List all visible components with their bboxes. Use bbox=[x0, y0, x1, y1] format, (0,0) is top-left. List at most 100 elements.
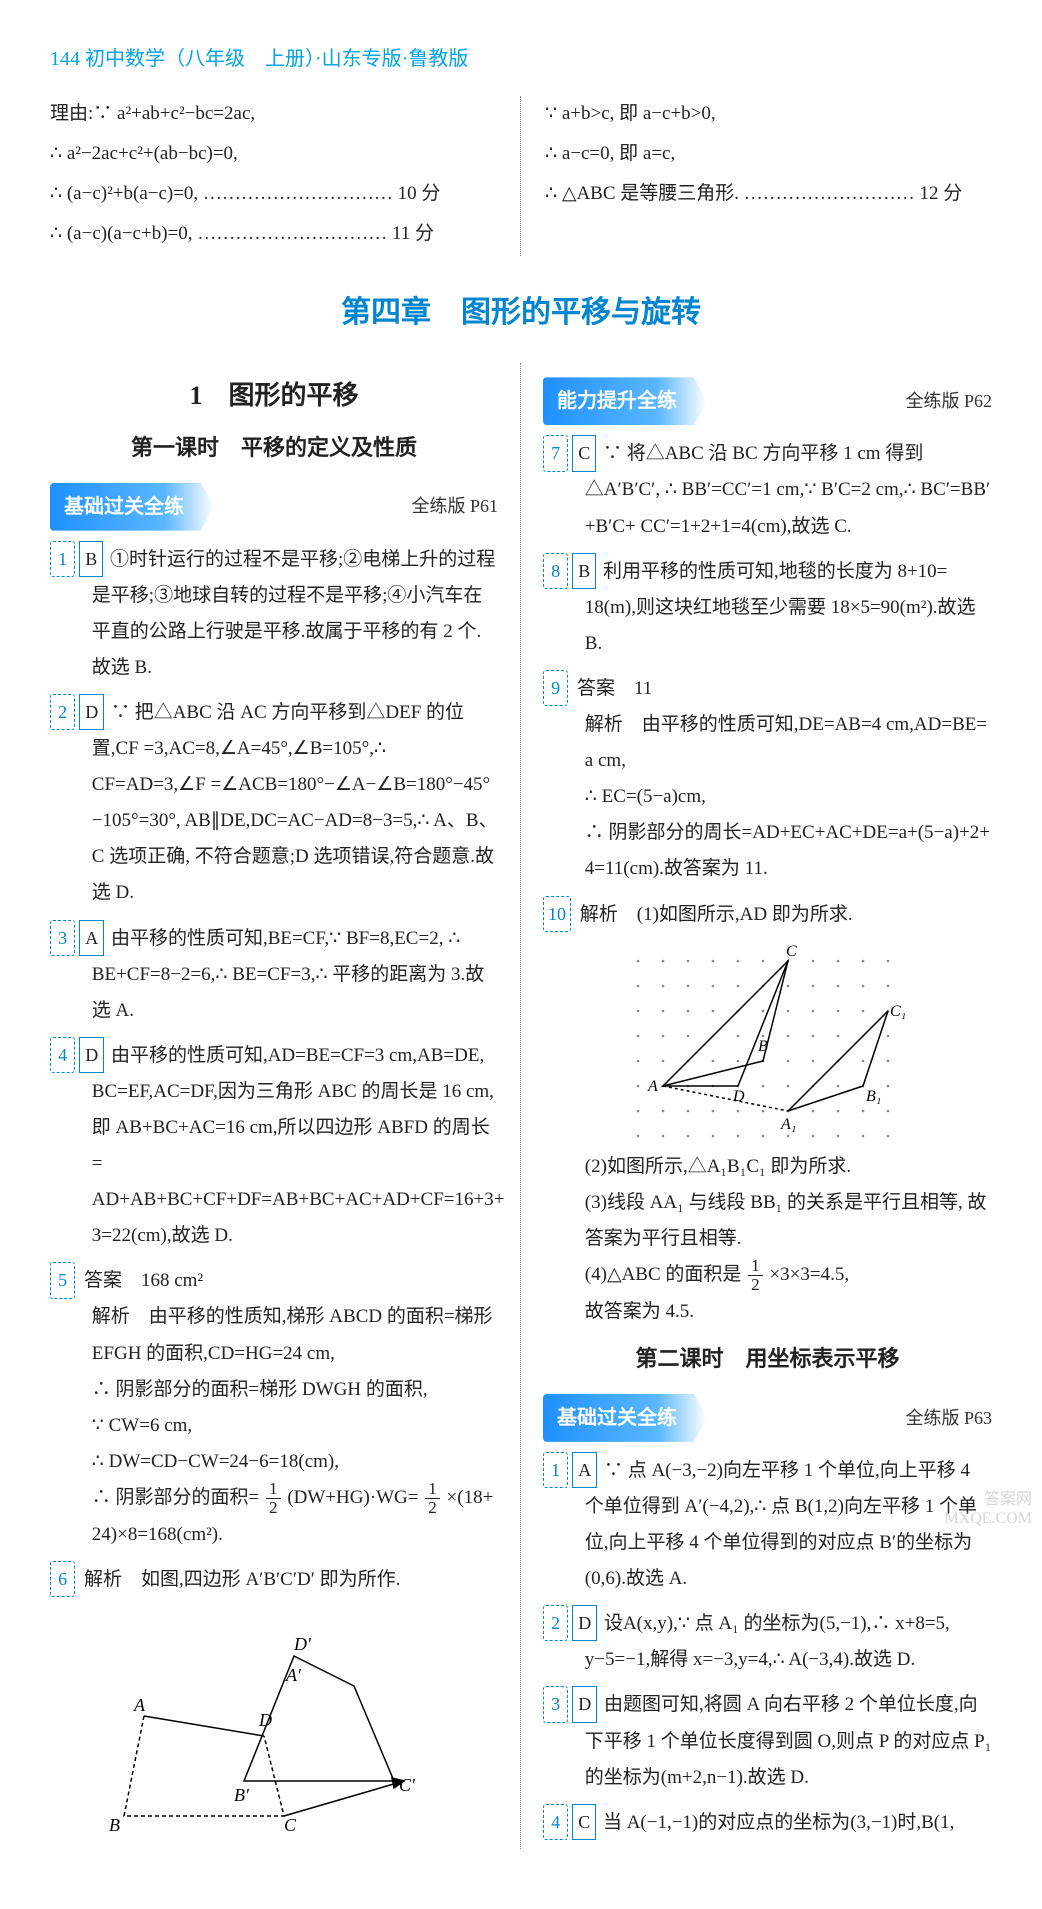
question-6: 6 解析 如图,四边形 A′B′C′D′ 即为所作. bbox=[50, 1561, 498, 1598]
solution-line: (4)△ABC 的面积是 12 ×3×3=4.5, bbox=[585, 1257, 992, 1294]
question-number: 3 bbox=[543, 1686, 568, 1722]
question-s2: 2D 设A(x,y),∵ 点 A₁ 的坐标为(5,−1),∴ x+8=5, y−… bbox=[543, 1605, 992, 1678]
question-text: 由平移的性质可知,AD=BE=CF=3 cm,AB=DE, BC=EF,AC=D… bbox=[92, 1045, 505, 1246]
svg-text:B: B bbox=[109, 1815, 120, 1835]
figure-dot-grid: A C B D A₁ C₁ B₁ bbox=[618, 941, 918, 1141]
question-text: ∵ 把△ABC 沿 AC 方向平移到△DEF 的位置,CF =3,AC=8,∠A… bbox=[92, 702, 498, 903]
question-s4: 4C 当 A(−1,−1)的对应点的坐标为(3,−1)时,B(1, bbox=[543, 1804, 992, 1841]
solution-line: ∵ CW=6 cm, bbox=[92, 1408, 498, 1444]
text-fragment: (4)△ABC 的面积是 bbox=[585, 1264, 742, 1285]
top-proof-right: ∵ a+b>c, 即 a−c+b>0, ∴ a−c=0, 即 a=c, ∴ △A… bbox=[521, 96, 992, 256]
solution-line: (3)线段 AA₁ 与线段 BB₁ 的关系是平行且相等, 故答案为平行且相等. bbox=[585, 1185, 992, 1257]
question-3: 3A 由平移的性质可知,BE=CF,∵ BF=8,EC=2, ∴ BE+CF=8… bbox=[50, 920, 498, 1029]
answer-box: C bbox=[572, 1804, 596, 1840]
question-2: 2D ∵ 把△ABC 沿 AC 方向平移到△DEF 的位置,CF =3,AC=8… bbox=[50, 694, 498, 912]
banner-basic-2: 基础过关全练 bbox=[543, 1394, 707, 1442]
banner-ref: 全练版 P62 bbox=[905, 384, 992, 418]
section-title: 1 图形的平移 bbox=[50, 371, 498, 420]
question-number: 7 bbox=[543, 435, 568, 471]
question-10-cont: (2)如图所示,△A₁B₁C₁ 即为所求. (3)线段 AA₁ 与线段 BB₁ … bbox=[543, 1149, 992, 1330]
question-1: 1B ①时针运行的过程不是平移;②电梯上升的过程是平移;③地球自转的过程不是平移… bbox=[50, 541, 498, 686]
banner-basic: 基础过关全练 bbox=[50, 483, 214, 531]
question-9: 9 答案 11 解析 由平移的性质可知,DE=AB=4 cm,AD=BE= a … bbox=[543, 670, 992, 888]
page-header: 144 初中数学（八年级 上册）·山东专版·鲁教版 bbox=[50, 40, 992, 78]
solution-line: 24)×8=168(cm²). bbox=[92, 1517, 498, 1553]
svg-text:C: C bbox=[284, 1815, 297, 1835]
svg-text:A: A bbox=[133, 1695, 146, 1715]
answer-box: D bbox=[572, 1605, 597, 1641]
proof-line: ∴ △ABC 是等腰三角形. ……………………… 12 分 bbox=[545, 176, 992, 212]
proof-line: ∴ (a−c)(a−c+b)=0, ………………………… 11 分 bbox=[50, 216, 496, 252]
chapter-title: 第四章 图形的平移与旋转 bbox=[50, 284, 992, 341]
top-proof-block: 理由:∵ a²+ab+c²−bc=2ac, ∴ a²−2ac+c²+(ab−bc… bbox=[50, 96, 992, 256]
answer-box: C bbox=[572, 435, 596, 471]
question-number: 4 bbox=[543, 1804, 568, 1840]
question-text: ∵ 点 A(−3,−2)向左平移 1 个单位,向上平移 4 个单位得到 A′(−… bbox=[585, 1460, 977, 1589]
svg-text:A′: A′ bbox=[285, 1665, 302, 1685]
figure-parallelogram: A B C D D′ A′ B′ C′ bbox=[94, 1606, 454, 1836]
svg-text:D′: D′ bbox=[293, 1634, 312, 1654]
solution-line: ∴ DW=CD−CW=24−6=18(cm), bbox=[92, 1444, 498, 1480]
banner-ref: 全练版 P63 bbox=[905, 1401, 992, 1435]
question-number: 1 bbox=[50, 541, 75, 577]
question-number: 9 bbox=[543, 670, 568, 706]
svg-text:D: D bbox=[258, 1710, 272, 1730]
question-text: 由平移的性质可知,BE=CF,∵ BF=8,EC=2, ∴ BE+CF=8−2=… bbox=[92, 928, 485, 1021]
answer-head: 答案 168 cm² bbox=[84, 1270, 203, 1291]
answer-box: D bbox=[79, 694, 104, 730]
question-10: 10 解析 (1)如图所示,AD 即为所求. bbox=[543, 896, 992, 933]
solution-head: 解析 (1)如图所示,AD 即为所求. bbox=[580, 904, 853, 925]
question-number: 10 bbox=[543, 896, 571, 932]
text-fragment: ×3×3=4.5, bbox=[769, 1264, 849, 1285]
top-proof-left: 理由:∵ a²+ab+c²−bc=2ac, ∴ a²−2ac+c²+(ab−bc… bbox=[50, 96, 521, 256]
proof-line: ∵ a+b>c, 即 a−c+b>0, bbox=[545, 96, 992, 132]
question-text: 当 A(−1,−1)的对应点的坐标为(3,−1)时,B(1, bbox=[603, 1812, 954, 1833]
answer-box: B bbox=[79, 541, 103, 577]
banner-ref: 全练版 P61 bbox=[411, 489, 498, 523]
watermark-line: 答案网 bbox=[944, 1490, 1032, 1509]
question-number: 5 bbox=[50, 1262, 75, 1298]
question-number: 8 bbox=[543, 553, 568, 589]
fraction: 12 bbox=[748, 1257, 763, 1294]
answer-box: D bbox=[79, 1037, 104, 1073]
answer-box: B bbox=[572, 553, 596, 589]
main-columns: 1 图形的平移 第一课时 平移的定义及性质 基础过关全练 全练版 P61 1B … bbox=[50, 363, 992, 1848]
question-7: 7C ∵ 将△ABC 沿 BC 方向平移 1 cm 得到△A′B′C′, ∴ B… bbox=[543, 435, 992, 544]
question-text: 解析 如图,四边形 A′B′C′D′ 即为所作. bbox=[84, 1569, 400, 1590]
solution-line: (2)如图所示,△A₁B₁C₁ 即为所求. bbox=[585, 1149, 992, 1185]
question-s3: 3D 由题图可知,将圆 A 向右平移 2 个单位长度,向下平移 1 个单位长度得… bbox=[543, 1686, 992, 1795]
right-column: 能力提升全练 全练版 P62 7C ∵ 将△ABC 沿 BC 方向平移 1 cm… bbox=[521, 363, 992, 1848]
solution-line: 解析 由平移的性质知,梯形 ABCD 的面积=梯形 EFGH 的面积,CD=HG… bbox=[92, 1299, 498, 1371]
text-fragment: ×(18+ bbox=[447, 1487, 494, 1508]
question-text: 由题图可知,将圆 A 向右平移 2 个单位长度,向下平移 1 个单位长度得到圆 … bbox=[585, 1694, 992, 1787]
solution-line: 解析 由平移的性质可知,DE=AB=4 cm,AD=BE= a cm, bbox=[585, 707, 992, 779]
question-s1: 1A ∵ 点 A(−3,−2)向左平移 1 个单位,向上平移 4 个单位得到 A… bbox=[543, 1452, 992, 1597]
solution-line: ∴ 阴影部分的周长=AD+EC+AC+DE=a+(5−a)+2+ 4=11(cm… bbox=[585, 815, 992, 887]
watermark: 答案网 MXQE.COM bbox=[944, 1490, 1032, 1528]
proof-line: ∴ a−c=0, 即 a=c, bbox=[545, 136, 992, 172]
question-number: 3 bbox=[50, 920, 75, 956]
solution-line: ∴ 阴影部分的面积=梯形 DWGH 的面积, bbox=[92, 1372, 498, 1408]
lesson-title-2: 第二课时 用坐标表示平移 bbox=[543, 1338, 992, 1380]
question-5: 5 答案 168 cm² 解析 由平移的性质知,梯形 ABCD 的面积=梯形 E… bbox=[50, 1262, 498, 1553]
proof-line: 理由:∵ a²+ab+c²−bc=2ac, bbox=[50, 96, 496, 132]
svg-text:C₁: C₁ bbox=[890, 1003, 906, 1020]
svg-text:B: B bbox=[758, 1038, 768, 1055]
question-4: 4D 由平移的性质可知,AD=BE=CF=3 cm,AB=DE, BC=EF,A… bbox=[50, 1037, 498, 1255]
svg-text:B₁: B₁ bbox=[866, 1088, 881, 1105]
question-number: 2 bbox=[50, 694, 75, 730]
question-8: 8B 利用平移的性质可知,地毯的长度为 8+10= 18(m),则这块红地毯至少… bbox=[543, 553, 992, 662]
question-text: 设A(x,y),∵ 点 A₁ 的坐标为(5,−1),∴ x+8=5, y−5=−… bbox=[585, 1613, 950, 1670]
banner-row: 基础过关全练 全练版 P63 bbox=[543, 1394, 992, 1442]
text-fragment: ∴ 阴影部分的面积= bbox=[92, 1487, 259, 1508]
solution-line: ∴ 阴影部分的面积= 12 (DW+HG)·WG= 12 ×(18+ bbox=[92, 1480, 498, 1517]
question-text: ∵ 将△ABC 沿 BC 方向平移 1 cm 得到△A′B′C′, ∴ BB′=… bbox=[585, 443, 990, 536]
left-column: 1 图形的平移 第一课时 平移的定义及性质 基础过关全练 全练版 P61 1B … bbox=[50, 363, 521, 1848]
text-fragment: (DW+HG)·WG= bbox=[287, 1487, 418, 1508]
svg-text:B′: B′ bbox=[234, 1785, 250, 1805]
banner-ability: 能力提升全练 bbox=[543, 377, 707, 425]
svg-text:C: C bbox=[786, 943, 797, 960]
solution-line: 故答案为 4.5. bbox=[585, 1294, 992, 1330]
answer-head: 答案 11 bbox=[577, 678, 652, 699]
watermark-line: MXQE.COM bbox=[944, 1509, 1032, 1528]
